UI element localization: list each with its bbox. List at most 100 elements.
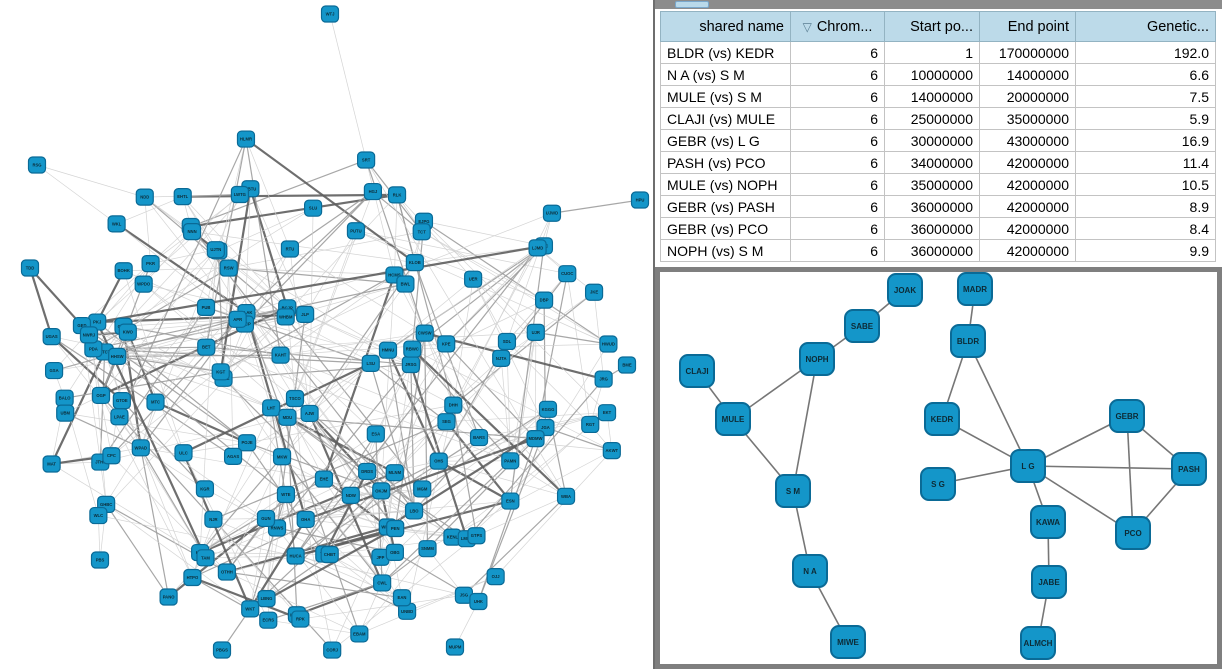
node-shape[interactable] (276, 485, 296, 504)
cell-shared-name[interactable]: GEBR (vs) PASH (660, 195, 791, 218)
table-horizontal-scrollbar[interactable] (655, 0, 1222, 9)
column-header-shared-name[interactable]: shared name (660, 11, 791, 42)
cell-value[interactable]: 20000000 (979, 85, 1076, 108)
node-shape[interactable] (437, 413, 456, 431)
node-shape[interactable] (272, 448, 292, 466)
network-node[interactable]: BWL (396, 275, 415, 293)
detail-network-panel[interactable]: JOAK SABE NOPH CLAJI MULE S M N A MIWE MADR BLDR K… (655, 267, 1222, 669)
node-shape[interactable] (378, 341, 398, 359)
network-node[interactable]: KGGG (538, 400, 558, 418)
node-shape[interactable] (350, 625, 369, 643)
network-node-mule[interactable]: MULE (715, 402, 751, 436)
node-shape[interactable] (715, 402, 751, 436)
cell-value[interactable]: 35000000 (884, 173, 980, 196)
cell-shared-name[interactable]: NOPH (vs) S M (660, 239, 791, 262)
network-node[interactable]: CORJ (323, 641, 342, 659)
network-node[interactable]: UJTN (206, 241, 225, 259)
node-shape[interactable] (107, 215, 126, 233)
network-node[interactable]: EAN (392, 589, 412, 607)
network-node[interactable]: LHT (262, 399, 281, 417)
network-node[interactable]: CUOC (558, 265, 577, 283)
node-shape[interactable] (1171, 452, 1207, 486)
node-shape[interactable] (830, 625, 866, 659)
node-shape[interactable] (486, 568, 505, 586)
cell-shared-name[interactable]: N A (vs) S M (660, 63, 791, 86)
filter-icon[interactable]: ▽ (802, 19, 812, 34)
network-node[interactable]: OKJM (372, 482, 391, 500)
network-node[interactable]: JRSG (401, 355, 420, 374)
network-node-noph[interactable]: NOPH (799, 342, 835, 376)
node-shape[interactable] (373, 574, 392, 592)
table-row[interactable]: MULE (vs) S M 6 14000000 20000000 7.5 (660, 85, 1216, 108)
table-row[interactable]: MULE (vs) NOPH 6 35000000 42000000 10.5 (660, 173, 1216, 196)
node-shape[interactable] (131, 439, 150, 457)
cell-value[interactable]: 36000000 (884, 195, 980, 218)
table-row[interactable]: NOPH (vs) S M 6 36000000 42000000 9.9 (660, 239, 1216, 262)
network-node[interactable]: ESA (366, 425, 385, 443)
network-node[interactable]: APR (228, 310, 247, 328)
network-node-pash[interactable]: PASH (1171, 452, 1207, 486)
cell-value[interactable]: 6 (790, 107, 885, 130)
node-shape[interactable] (230, 185, 250, 204)
network-node[interactable]: PDA (84, 340, 103, 358)
node-shape[interactable] (42, 327, 61, 346)
node-shape[interactable] (228, 310, 247, 328)
cell-value[interactable]: 6 (790, 129, 885, 152)
node-shape[interactable] (27, 156, 47, 174)
network-node[interactable]: HMNU (378, 341, 398, 359)
table-row[interactable]: GEBR (vs) PASH 6 36000000 42000000 8.9 (660, 195, 1216, 218)
node-shape[interactable] (346, 222, 366, 240)
node-shape[interactable] (102, 447, 121, 465)
node-shape[interactable] (262, 399, 281, 417)
network-node[interactable]: DBP (535, 291, 554, 309)
node-shape[interactable] (357, 151, 376, 169)
node-shape[interactable] (679, 354, 715, 388)
network-node[interactable]: EBAM (350, 625, 369, 643)
node-shape[interactable] (630, 191, 650, 209)
network-node[interactable]: WPDO (134, 275, 153, 293)
network-node[interactable]: KWO (118, 323, 137, 341)
network-node[interactable]: BME (617, 356, 637, 374)
node-shape[interactable] (276, 308, 295, 326)
network-node[interactable]: SRT (357, 151, 376, 169)
cell-value[interactable]: 42000000 (979, 239, 1076, 262)
network-node[interactable]: OHS (429, 452, 448, 470)
node-shape[interactable] (405, 253, 424, 272)
node-shape[interactable] (285, 389, 305, 408)
node-shape[interactable] (219, 259, 238, 277)
column-header-genetic-[interactable]: Genetic... (1075, 11, 1216, 42)
node-shape[interactable] (437, 335, 456, 353)
node-shape[interactable] (501, 452, 520, 470)
node-shape[interactable] (280, 240, 300, 258)
network-node-s-g[interactable]: S G (920, 467, 956, 501)
network-node[interactable]: PANO (159, 588, 178, 606)
cell-value[interactable]: 34000000 (884, 151, 980, 174)
node-shape[interactable] (135, 188, 154, 206)
node-shape[interactable] (114, 262, 133, 280)
network-node[interactable]: KGR (195, 480, 215, 498)
node-shape[interactable] (358, 462, 377, 481)
network-node[interactable]: HUCA (286, 547, 305, 565)
network-node[interactable]: BALO (55, 389, 74, 407)
node-shape[interactable] (300, 404, 319, 423)
network-node[interactable]: JRG (594, 370, 613, 388)
network-node[interactable]: HWUD (599, 335, 618, 353)
network-node[interactable]: LWTG (230, 185, 250, 204)
network-node[interactable]: OJJ (486, 568, 505, 586)
node-shape[interactable] (174, 444, 193, 462)
node-shape[interactable] (464, 270, 483, 288)
node-shape[interactable] (497, 332, 517, 351)
cell-value[interactable]: 35000000 (979, 107, 1076, 130)
cell-value[interactable]: 42000000 (979, 173, 1076, 196)
node-shape[interactable] (89, 506, 108, 525)
node-shape[interactable] (581, 415, 600, 434)
node-shape[interactable] (412, 223, 431, 241)
table-row[interactable]: N A (vs) S M 6 10000000 14000000 6.6 (660, 63, 1216, 86)
network-node[interactable]: TDD (20, 259, 40, 277)
network-node[interactable]: OGP (91, 386, 111, 405)
network-node[interactable]: OTHH (217, 563, 236, 581)
network-node[interactable]: RSG (27, 156, 47, 174)
network-node[interactable]: SEG (437, 413, 456, 431)
node-shape[interactable] (775, 474, 811, 508)
network-node[interactable]: WTE (276, 485, 296, 504)
